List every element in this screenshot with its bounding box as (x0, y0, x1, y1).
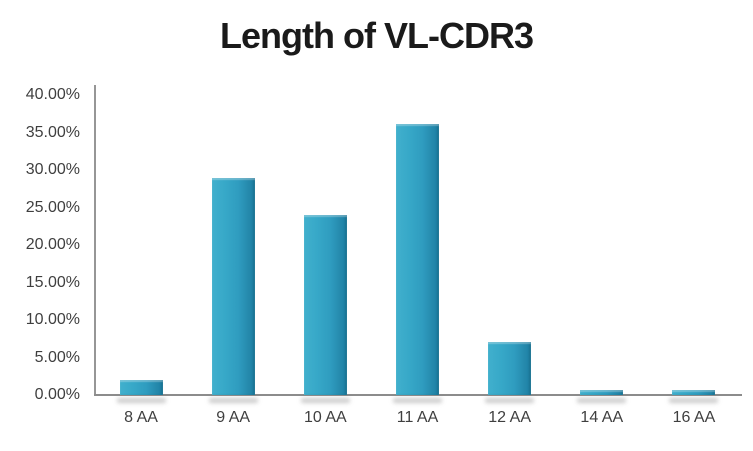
bar-shadow (577, 398, 627, 403)
x-axis-category-label: 8 AA (124, 409, 158, 426)
chart-title: Length of VL-CDR3 (220, 15, 534, 56)
bar-8-aa (119, 380, 163, 395)
y-axis-tick-label: 15.00% (25, 273, 80, 291)
bar-shadow (393, 398, 442, 403)
bar-shadow (116, 398, 166, 403)
bar-shadow (485, 398, 535, 403)
bar-11-aa (396, 123, 439, 395)
bar-12-aa (488, 341, 532, 395)
x-axis-line (94, 394, 742, 396)
x-axis-category-label: 14 AA (580, 409, 624, 426)
y-axis-tick-label: 40.00% (25, 86, 80, 103)
y-axis-tick-label: 25.00% (25, 198, 80, 216)
x-axis-category-label: 12 AA (488, 409, 531, 426)
x-axis-category-label: 11 AA (396, 409, 439, 426)
y-axis-tick-label: 30.00% (25, 161, 80, 178)
y-axis-tick-label: 10.00% (25, 311, 80, 328)
x-axis-category-label: 10 AA (303, 409, 347, 426)
bar-14-aa (580, 389, 624, 395)
y-axis-line (94, 85, 96, 395)
y-axis-tick-label: 35.00% (25, 123, 80, 141)
y-axis-tick-label: 5.00% (34, 348, 80, 366)
bar-shadow (208, 398, 258, 403)
x-axis-category-label: 16 AA (672, 409, 716, 426)
y-axis-tick-label: 0.00% (34, 386, 80, 403)
bar-16-aa (672, 389, 716, 395)
bar-shadow (669, 398, 719, 403)
x-axis-category-label: 9 AA (216, 409, 251, 426)
bar-9-aa (211, 177, 255, 395)
bar-shadow (300, 398, 350, 403)
bar-10-aa (303, 215, 347, 395)
y-axis-tick-label: 20.00% (25, 236, 80, 253)
